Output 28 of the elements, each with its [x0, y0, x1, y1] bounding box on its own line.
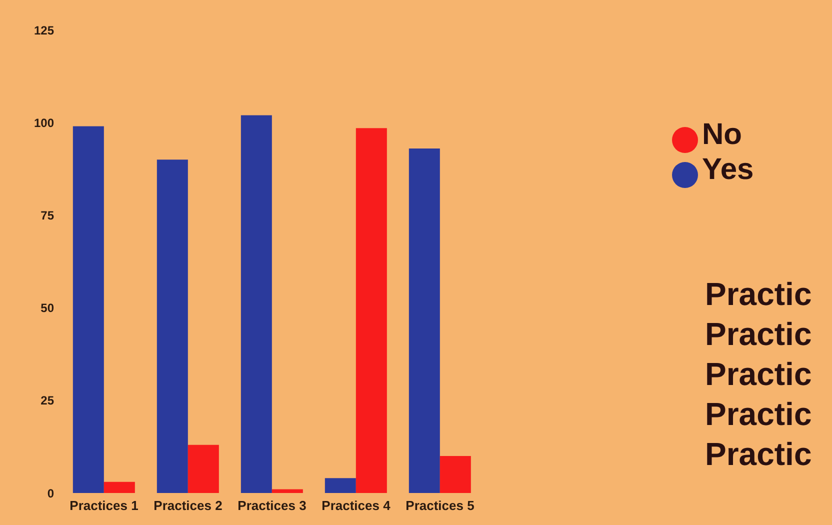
text: Practic [705, 436, 812, 473]
text: Practic [705, 356, 812, 393]
y-tick-label: 25 [40, 394, 54, 408]
x-tick-label: Practices 4 [322, 498, 392, 514]
y-tick-label: 125 [34, 23, 54, 38]
x-tick-label: Practices 5 [406, 498, 474, 514]
bar [104, 482, 135, 493]
bar [240, 115, 272, 493]
text: Practic [705, 396, 812, 433]
x-tick-label: Practices 1 [70, 498, 138, 514]
bar [408, 148, 440, 493]
x-tick-label: Practices 3 [238, 498, 306, 514]
bar [440, 456, 471, 493]
bar [188, 444, 219, 493]
text: Practic [705, 276, 812, 313]
bar [356, 128, 387, 493]
bar [324, 478, 356, 493]
y-tick-label: 100 [34, 116, 54, 130]
text: Practic [705, 316, 812, 353]
bar [272, 489, 303, 493]
y-tick-label: 75 [40, 208, 54, 222]
x-tick-label: Practices 2 [154, 498, 222, 514]
bar [72, 126, 104, 493]
legend-label: Yes [702, 152, 754, 186]
legend-label: No [702, 118, 742, 151]
y-tick-label: 0 [47, 486, 54, 500]
bar [156, 160, 188, 493]
y-tick-label: 50 [40, 301, 54, 316]
